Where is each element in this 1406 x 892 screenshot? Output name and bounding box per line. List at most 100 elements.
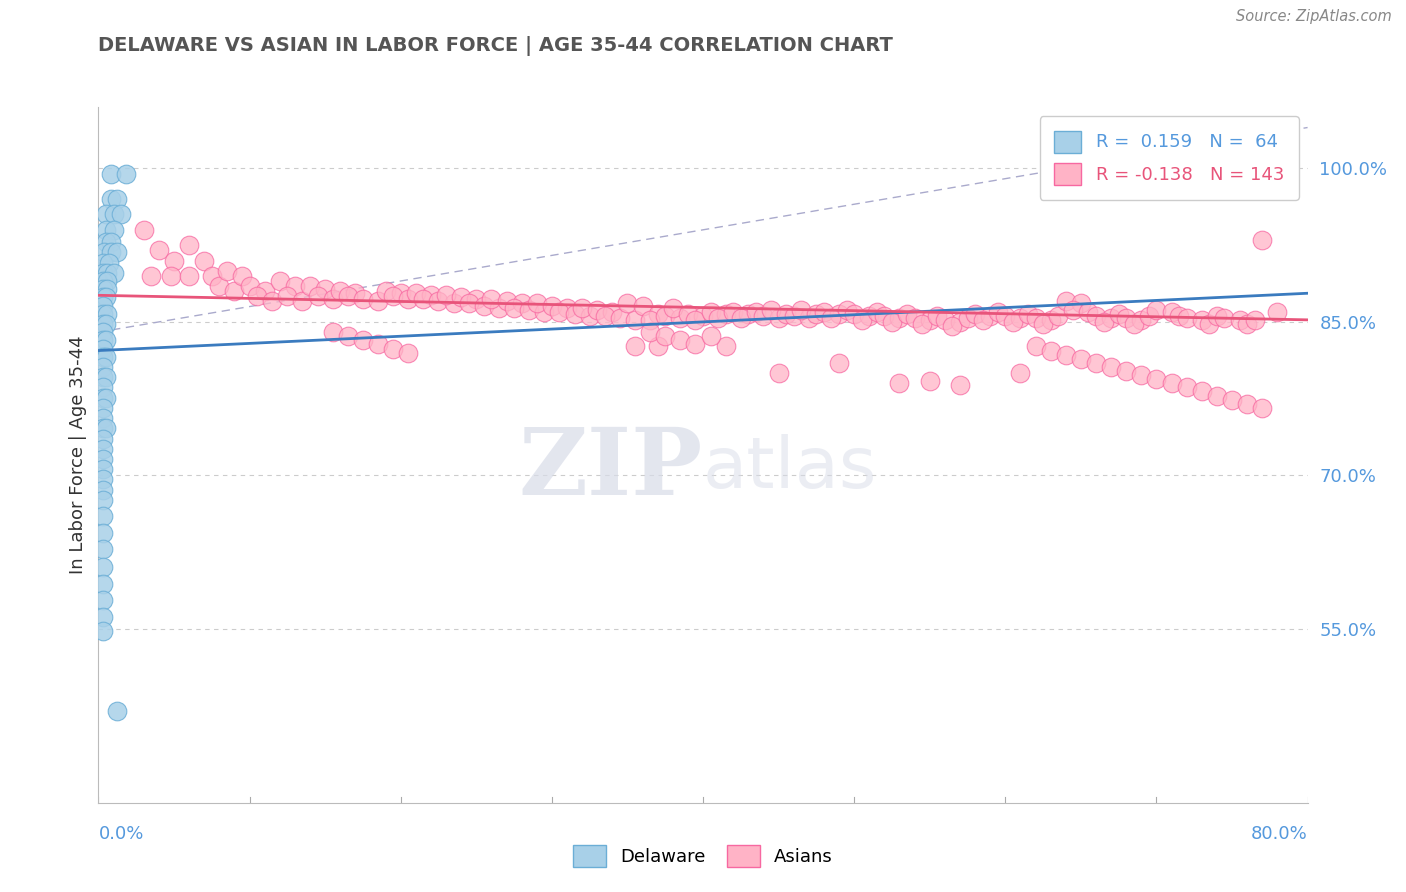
- Point: [752, 309, 775, 323]
- Point: [94, 223, 117, 237]
- Point: [96, 266, 118, 280]
- Point: [396, 345, 419, 359]
- Point: [979, 309, 1001, 323]
- Point: [382, 342, 405, 356]
- Point: [367, 337, 389, 351]
- Point: [669, 310, 692, 325]
- Point: [1160, 376, 1182, 391]
- Point: [1236, 317, 1258, 331]
- Point: [1251, 401, 1274, 415]
- Legend: Delaware, Asians: Delaware, Asians: [567, 838, 839, 874]
- Point: [91, 509, 114, 524]
- Point: [820, 310, 842, 325]
- Point: [730, 310, 752, 325]
- Point: [100, 167, 122, 181]
- Point: [699, 304, 721, 318]
- Point: [262, 294, 284, 309]
- Point: [616, 296, 638, 310]
- Point: [941, 318, 963, 333]
- Point: [624, 313, 647, 327]
- Point: [1010, 366, 1032, 380]
- Text: 80.0%: 80.0%: [1251, 825, 1308, 843]
- Point: [768, 366, 790, 380]
- Point: [148, 244, 170, 258]
- Point: [638, 313, 661, 327]
- Point: [179, 238, 201, 252]
- Point: [94, 391, 117, 405]
- Point: [91, 359, 114, 374]
- Point: [1010, 310, 1032, 325]
- Point: [927, 309, 949, 323]
- Point: [352, 334, 374, 348]
- Point: [737, 307, 759, 321]
- Point: [548, 304, 571, 318]
- Point: [481, 293, 503, 307]
- Point: [91, 325, 114, 339]
- Point: [405, 286, 427, 301]
- Point: [987, 304, 1010, 318]
- Point: [1130, 313, 1153, 327]
- Point: [593, 309, 616, 323]
- Point: [1198, 317, 1220, 331]
- Point: [160, 268, 183, 283]
- Point: [91, 255, 114, 269]
- Point: [91, 483, 114, 497]
- Point: [1115, 310, 1137, 325]
- Point: [1108, 307, 1130, 321]
- Point: [94, 421, 117, 435]
- Point: [783, 309, 806, 323]
- Point: [91, 542, 114, 557]
- Point: [299, 279, 322, 293]
- Point: [1130, 368, 1153, 383]
- Text: 0.0%: 0.0%: [98, 825, 143, 843]
- Point: [1206, 309, 1229, 323]
- Point: [382, 289, 405, 303]
- Point: [329, 284, 352, 298]
- Point: [322, 293, 344, 307]
- Point: [91, 401, 114, 415]
- Point: [488, 301, 510, 315]
- Point: [1092, 315, 1115, 329]
- Point: [100, 235, 122, 249]
- Point: [918, 313, 941, 327]
- Point: [555, 301, 578, 315]
- Point: [1168, 309, 1191, 323]
- Point: [956, 310, 979, 325]
- Point: [662, 301, 685, 315]
- Point: [638, 325, 661, 339]
- Point: [114, 167, 136, 181]
- Point: [103, 207, 125, 221]
- Point: [367, 294, 389, 309]
- Point: [564, 307, 586, 321]
- Point: [949, 315, 972, 329]
- Point: [91, 421, 114, 435]
- Point: [586, 302, 609, 317]
- Point: [91, 432, 114, 446]
- Point: [91, 442, 114, 456]
- Point: [291, 294, 314, 309]
- Point: [934, 313, 956, 327]
- Point: [103, 223, 125, 237]
- Point: [1085, 309, 1108, 323]
- Point: [231, 268, 253, 283]
- Point: [208, 279, 231, 293]
- Point: [193, 253, 215, 268]
- Point: [654, 309, 676, 323]
- Point: [91, 282, 114, 296]
- Point: [94, 290, 117, 304]
- Point: [91, 577, 114, 591]
- Point: [533, 304, 555, 318]
- Point: [896, 307, 918, 321]
- Point: [132, 223, 155, 237]
- Point: [858, 309, 880, 323]
- Point: [1191, 313, 1213, 327]
- Point: [91, 462, 114, 476]
- Point: [1220, 392, 1243, 407]
- Text: DELAWARE VS ASIAN IN LABOR FORCE | AGE 35-44 CORRELATION CHART: DELAWARE VS ASIAN IN LABOR FORCE | AGE 3…: [98, 36, 893, 55]
- Point: [517, 302, 540, 317]
- Point: [790, 302, 813, 317]
- Point: [276, 289, 298, 303]
- Point: [1099, 310, 1122, 325]
- Point: [96, 282, 118, 296]
- Point: [685, 313, 707, 327]
